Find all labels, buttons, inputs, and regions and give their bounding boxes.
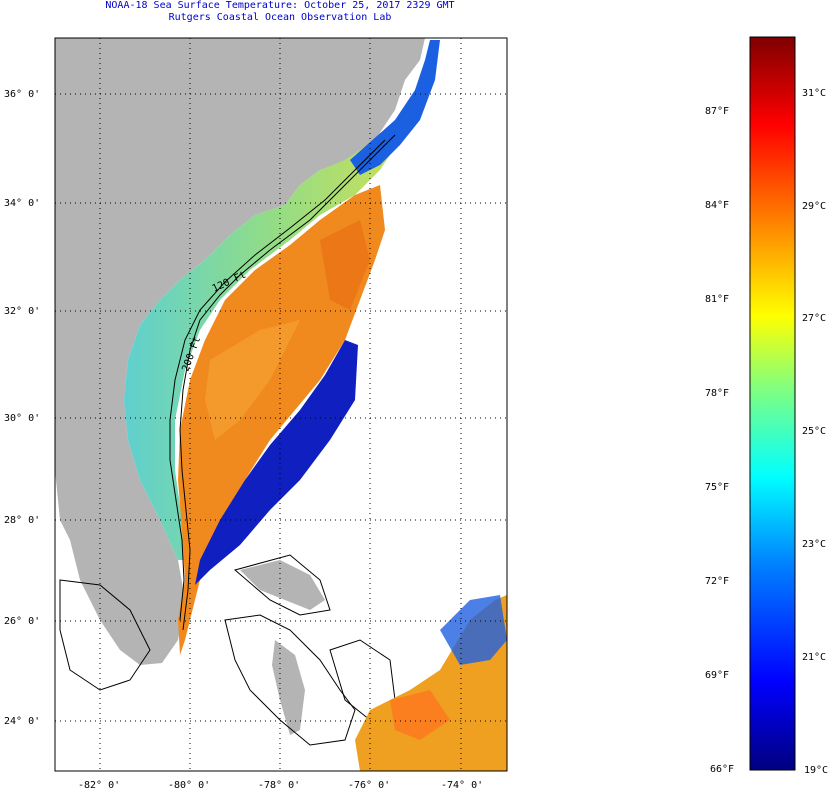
colorbar-f-label: 69°F bbox=[705, 670, 730, 681]
colorbar-f-label: 78°F bbox=[705, 388, 730, 399]
contour-120ft bbox=[169, 139, 386, 621]
lon-tick: -76° 0' bbox=[348, 780, 390, 791]
graticule bbox=[55, 38, 507, 771]
lon-tick: -80° 0' bbox=[168, 780, 210, 791]
land-mass bbox=[55, 38, 425, 665]
lat-tick: 24° 0' bbox=[4, 716, 40, 727]
colorbar-c-label: 25°C bbox=[802, 426, 827, 437]
colorbar-f-label: 84°F bbox=[705, 200, 730, 211]
lat-tick: 32° 0' bbox=[4, 306, 40, 317]
colorbar bbox=[749, 36, 796, 771]
lat-tick: 28° 0' bbox=[4, 515, 40, 526]
colorbar-f-label: 66°F bbox=[710, 764, 735, 775]
colorbar-c-label: 19°C bbox=[804, 765, 829, 776]
lon-tick: -82° 0' bbox=[78, 780, 120, 791]
lon-tick: -74° 0' bbox=[441, 780, 483, 791]
offshore-cool-water bbox=[195, 340, 358, 585]
lat-tick: 34° 0' bbox=[4, 198, 40, 209]
lat-tick: 26° 0' bbox=[4, 616, 40, 627]
colorbar-c-label: 23°C bbox=[802, 539, 827, 550]
colorbar-c-label: 21°C bbox=[802, 652, 827, 663]
lon-tick: -78° 0' bbox=[258, 780, 300, 791]
colorbar-f-label: 75°F bbox=[705, 482, 730, 493]
colorbar-f-label: 72°F bbox=[705, 576, 730, 587]
map-panel bbox=[55, 38, 507, 771]
contour-200ft bbox=[179, 134, 396, 631]
title-line-2: Rutgers Coastal Ocean Observation Lab bbox=[168, 12, 392, 23]
map-frame bbox=[54, 37, 508, 772]
colorbar-c-label: 27°C bbox=[802, 313, 827, 324]
colorbar-c-label: 29°C bbox=[802, 201, 827, 212]
gulf-stream bbox=[178, 185, 385, 655]
lat-tick: 36° 0' bbox=[4, 89, 40, 100]
colorbar-c-label: 31°C bbox=[802, 88, 827, 99]
lat-tick: 30° 0' bbox=[4, 413, 40, 424]
colorbar-f-label: 81°F bbox=[705, 294, 730, 305]
colorbar-f-label: 87°F bbox=[705, 106, 730, 117]
title-line-1: NOAA-18 Sea Surface Temperature: October… bbox=[105, 0, 455, 11]
